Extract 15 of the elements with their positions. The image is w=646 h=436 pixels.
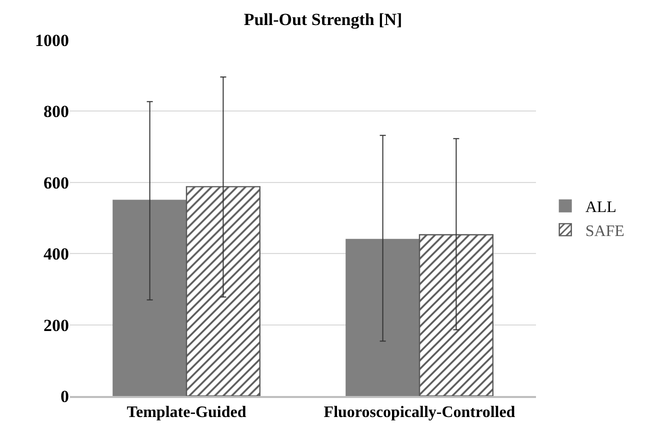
chart-title: Pull-Out Strength [N] (244, 10, 402, 29)
y-tick-label: 0 (60, 386, 69, 406)
y-tick-label: 400 (44, 244, 69, 264)
y-tick-label: 600 (44, 173, 69, 192)
y-tick-label: 200 (44, 316, 69, 335)
bar (112, 200, 187, 396)
bar (346, 238, 420, 396)
bar (418, 234, 494, 396)
x-tick-label: Template-Guided (126, 404, 246, 422)
legend-label: ALL (585, 199, 616, 216)
bar (186, 186, 260, 396)
x-tick-label: Fluoroscopically-Controlled (324, 404, 516, 422)
y-tick-label: 800 (44, 102, 69, 122)
text: SAFE (585, 222, 624, 240)
y-tick-label: 1000 (35, 30, 69, 50)
